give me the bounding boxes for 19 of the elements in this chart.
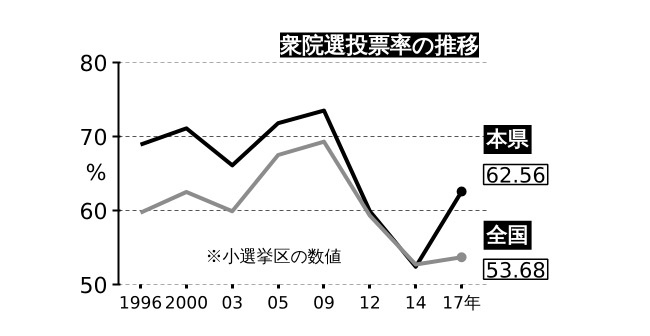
data-label: 62.56 — [486, 164, 546, 188]
annotation: ※小選挙区の数値 — [206, 246, 342, 266]
x-tick-label: 03 — [221, 294, 244, 314]
x-tick-label: 17年 — [442, 294, 481, 314]
x-tick-label: 1996 — [118, 294, 162, 314]
x-tick-label: 09 — [313, 294, 335, 314]
x-tick-label: 2000 — [164, 294, 208, 314]
y-tick-label: 70 — [80, 126, 108, 151]
x-tick-label: 12 — [359, 294, 381, 314]
x-tick-label: 14 — [404, 294, 427, 314]
x-tick-label: 05 — [267, 294, 289, 314]
series-label: 全国 — [486, 224, 529, 247]
y-tick-label: 80 — [80, 52, 108, 77]
y-axis-title: % — [86, 161, 107, 186]
chart-title: 衆院選投票率の推移 — [279, 32, 479, 58]
data-label: 53.68 — [486, 258, 546, 282]
y-tick-label: 60 — [80, 200, 108, 225]
y-tick-label: 50 — [80, 274, 108, 299]
text: 本県 — [486, 128, 530, 152]
